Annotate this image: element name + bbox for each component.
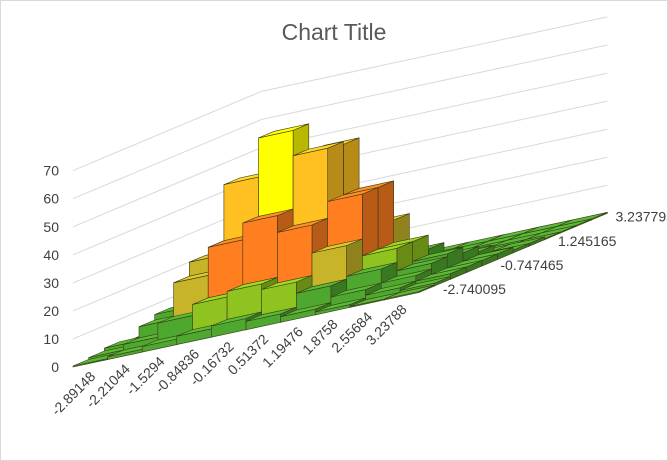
z-tick-label: 20	[43, 303, 59, 319]
bar-top	[381, 268, 432, 284]
z-tick-label: 40	[43, 247, 59, 263]
chart-title: Chart Title	[281, 19, 387, 45]
bar-top	[258, 123, 309, 139]
chart-bars	[72, 123, 608, 368]
bar-top	[346, 262, 398, 277]
bar-top	[226, 277, 278, 292]
z-tick-label: 50	[43, 219, 59, 235]
gridline	[72, 16, 608, 172]
bar-top	[362, 241, 413, 257]
bar-cell	[314, 297, 366, 316]
z-tick-label: 70	[43, 163, 59, 179]
depth-tick-label: 1.245165	[558, 233, 617, 249]
bar-cell	[384, 284, 436, 301]
z-tick-label: 0	[51, 359, 59, 375]
z-tick-label: 60	[43, 191, 59, 207]
bar-top	[399, 276, 451, 291]
bar-top	[211, 311, 262, 327]
z-tick-label: 30	[43, 275, 59, 291]
bar-top	[315, 297, 366, 313]
bar-top	[365, 280, 416, 296]
bar-top	[292, 141, 344, 156]
bar-top	[556, 212, 608, 227]
bar-top	[412, 247, 464, 262]
z-tick-label: 10	[43, 331, 59, 347]
bar-top	[277, 218, 328, 233]
depth-tick-label: -2.740095	[443, 281, 506, 297]
bar-top	[242, 208, 294, 224]
bar-top	[396, 256, 448, 272]
bar-top	[245, 307, 297, 322]
bar-top	[296, 278, 347, 294]
gridline	[72, 44, 608, 200]
bar-top	[415, 266, 467, 282]
bar-top	[330, 282, 382, 298]
depth-tick-label: 3.237795	[616, 209, 668, 225]
depth-tick-label: -0.747465	[500, 257, 563, 273]
bar-top	[327, 187, 379, 202]
bar-top	[384, 284, 435, 300]
bar-top	[311, 238, 363, 254]
bar-top	[261, 275, 313, 290]
bar-top	[280, 302, 332, 317]
